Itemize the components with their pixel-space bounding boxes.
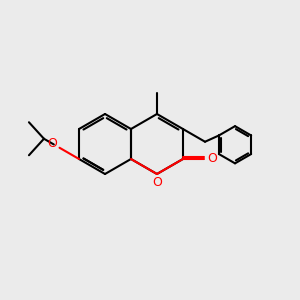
Text: O: O xyxy=(152,176,162,190)
Text: O: O xyxy=(207,152,217,166)
Text: O: O xyxy=(48,137,58,150)
